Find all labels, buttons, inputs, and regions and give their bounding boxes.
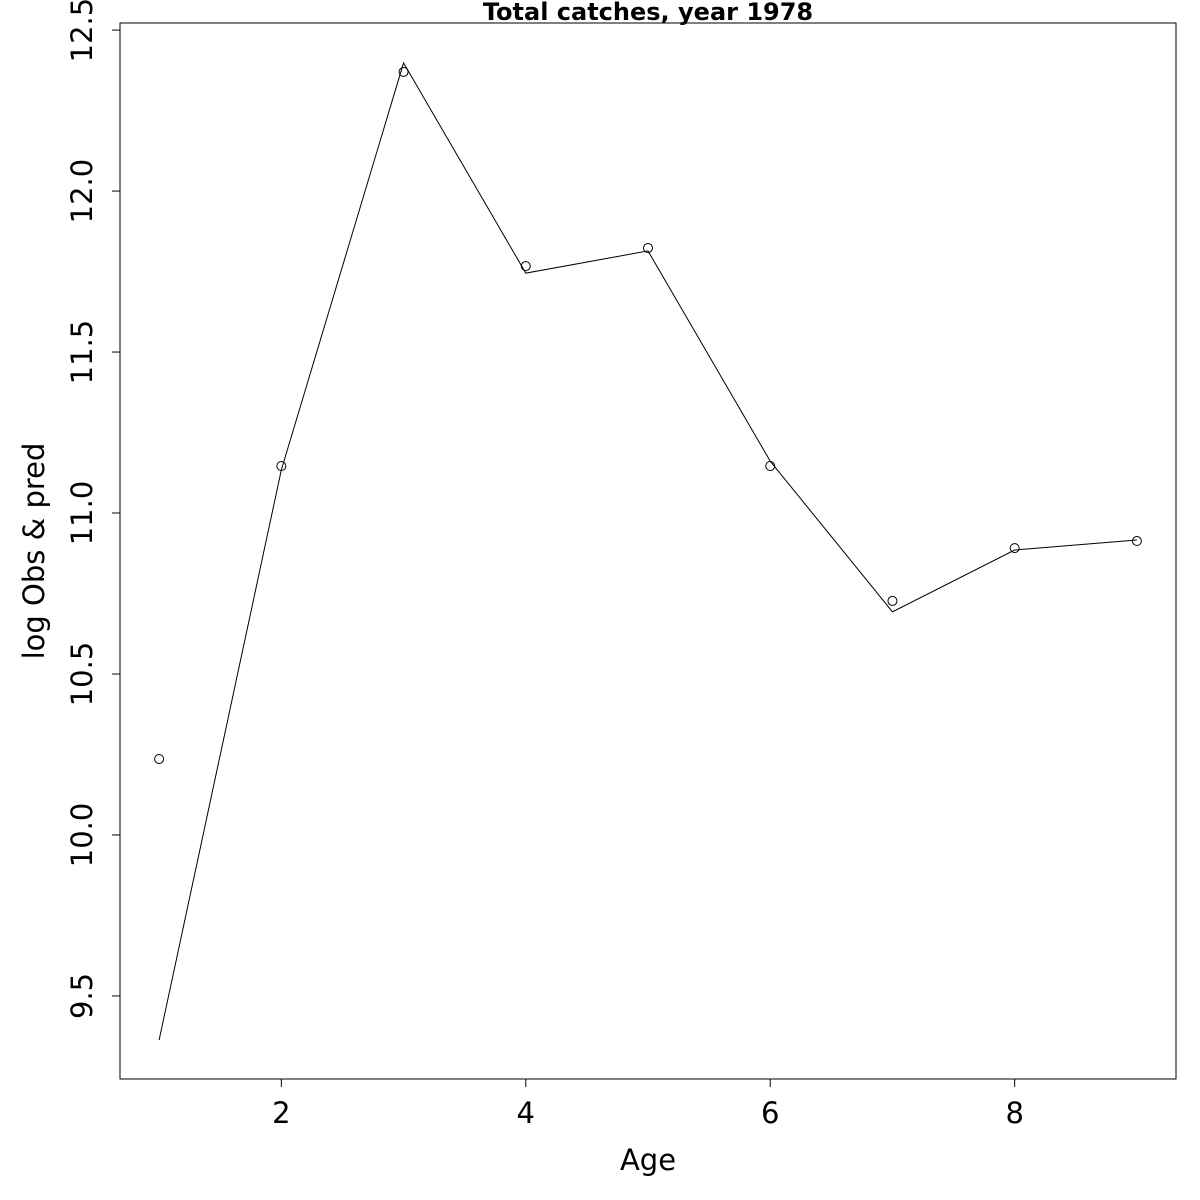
x-tick-label: 8: [1005, 1096, 1023, 1130]
observed-point: [887, 595, 898, 606]
y-tick-label: 9.5: [65, 973, 99, 1019]
observed-point: [398, 66, 409, 77]
y-tick-label: 12.5: [65, 0, 99, 62]
observed-point: [643, 243, 653, 254]
y-axis-label: log Obs & pred: [17, 443, 51, 660]
x-tick-label: 6: [761, 1096, 779, 1130]
y-tick-label: 12.0: [65, 159, 99, 224]
chart-title: Total catches, year 1978: [483, 0, 813, 26]
y-tick-label: 10.5: [65, 642, 99, 707]
x-tick-label: 4: [517, 1096, 535, 1130]
x-tick-label: 2: [272, 1096, 290, 1130]
observed-point: [1009, 543, 1020, 554]
y-tick-label: 11.0: [65, 481, 99, 546]
observed-point: [154, 753, 165, 764]
observed-point: [1131, 536, 1142, 547]
y-tick-label: 11.5: [65, 320, 99, 385]
x-axis-label: Age: [620, 1143, 676, 1177]
y-tick-label: 10.0: [65, 803, 99, 868]
predicted-line: [158, 61, 1137, 1041]
